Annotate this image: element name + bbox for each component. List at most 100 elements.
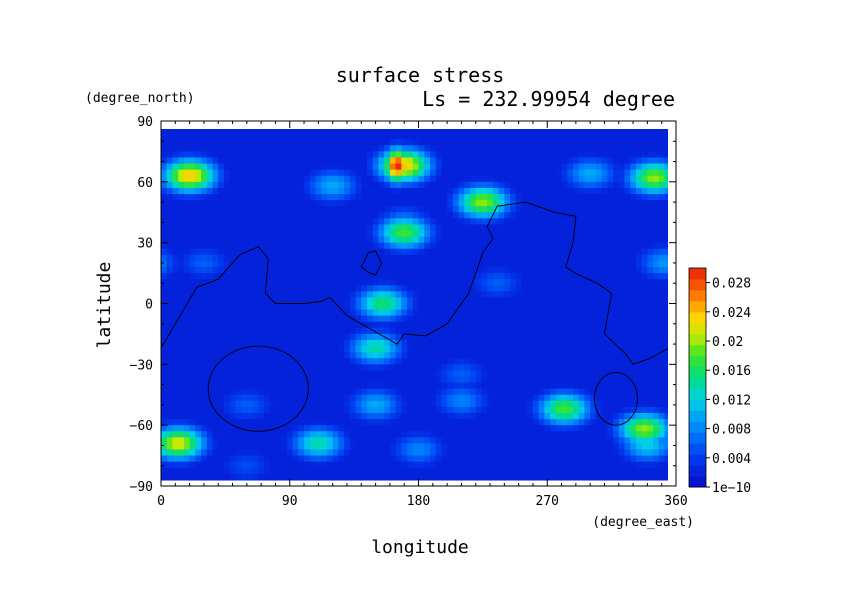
heatmap-cell (527, 212, 534, 219)
heatmap-cell (258, 394, 265, 402)
heatmap-cell (658, 254, 666, 262)
heatmap-cell (367, 425, 374, 432)
heatmap-cell (618, 187, 626, 195)
heatmap-cell (407, 129, 414, 134)
heatmap-cell (378, 194, 385, 201)
heatmap-cell (544, 364, 551, 372)
heatmap-cell (452, 206, 460, 213)
heatmap-cell (344, 133, 351, 140)
heatmap-cell (492, 151, 500, 159)
heatmap-cell (269, 163, 277, 171)
heatmap-cell (664, 260, 668, 268)
heatmap-cell (418, 129, 425, 134)
heatmap-cell (201, 333, 208, 341)
heatmap-cell (223, 370, 231, 378)
heatmap-cell (590, 352, 597, 359)
heatmap-cell (452, 145, 460, 153)
heatmap-cell (590, 200, 597, 207)
heatmap-cell (641, 133, 648, 140)
heatmap-cell (647, 133, 654, 140)
heatmap-cell (372, 273, 380, 280)
heatmap-cell (653, 181, 660, 189)
heatmap-cell (178, 443, 185, 451)
heatmap-cell (504, 224, 511, 232)
heatmap-cell (492, 346, 500, 353)
heatmap-cell (252, 437, 259, 445)
heatmap-cell (338, 151, 345, 159)
heatmap-cell (487, 455, 494, 463)
heatmap-cell (258, 382, 265, 390)
heatmap-cell (487, 370, 494, 378)
heatmap-cell (567, 437, 574, 445)
heatmap-cell (595, 437, 603, 445)
heatmap-cell (172, 333, 179, 341)
heatmap-cell (521, 236, 528, 244)
heatmap-cell (326, 376, 334, 384)
heatmap-cell (304, 321, 311, 329)
heatmap-cell (189, 145, 196, 153)
heatmap-cell (389, 206, 397, 213)
heatmap-cell (355, 267, 362, 274)
heatmap-cell (573, 358, 580, 365)
heatmap-cell (481, 169, 488, 177)
heatmap-cell (309, 376, 317, 384)
heatmap-cell (189, 327, 196, 335)
heatmap-cell (223, 224, 231, 232)
heatmap-cell (258, 327, 265, 335)
heatmap-cell (292, 388, 299, 396)
heatmap-cell (544, 431, 551, 438)
heatmap-cell (201, 364, 208, 372)
heatmap-cell (618, 212, 626, 219)
heatmap-cell (361, 267, 368, 274)
heatmap-cell (161, 129, 168, 134)
heatmap-cell (418, 175, 425, 183)
heatmap-cell (504, 394, 511, 402)
heatmap-cell (470, 163, 477, 171)
heatmap-cell (304, 303, 311, 311)
heatmap-cell (590, 443, 597, 451)
heatmap-cell (189, 297, 196, 305)
heatmap-cell (384, 291, 391, 299)
heatmap-cell (664, 400, 668, 408)
heatmap-cell (206, 321, 214, 329)
heatmap-cell (429, 315, 437, 323)
heatmap-cell (298, 321, 305, 329)
heatmap-cell (304, 431, 311, 438)
heatmap-cell (653, 175, 660, 183)
heatmap-cell (332, 419, 339, 426)
heatmap-cell (395, 129, 402, 134)
heatmap-cell (470, 370, 477, 378)
heatmap-cell (464, 388, 471, 396)
heatmap-cell (378, 181, 385, 189)
heatmap-cell (504, 200, 511, 207)
heatmap-cell (458, 260, 465, 268)
heatmap-cell (452, 200, 460, 207)
heatmap-cell (658, 248, 666, 256)
heatmap-cell (441, 230, 448, 238)
heatmap-cell (378, 254, 385, 262)
heatmap-cell (286, 449, 294, 457)
heatmap-cell (498, 163, 505, 171)
heatmap-cell (521, 175, 528, 183)
heatmap-cell (630, 230, 637, 238)
heatmap-cell (475, 376, 483, 384)
heatmap-cell (429, 321, 437, 329)
heatmap-cell (487, 242, 494, 250)
heatmap-cell (241, 273, 248, 280)
heatmap-cell (166, 279, 174, 286)
heatmap-cell (538, 254, 545, 262)
heatmap-cell (647, 406, 654, 414)
heatmap-cell (269, 394, 277, 402)
heatmap-cell (470, 382, 477, 390)
heatmap-cell (338, 248, 345, 256)
heatmap-cell (429, 364, 437, 372)
heatmap-cell (189, 309, 196, 317)
heatmap-cell (429, 175, 437, 183)
heatmap-cell (429, 163, 437, 171)
heatmap-cell (630, 248, 637, 256)
heatmap-cell (584, 129, 591, 134)
heatmap-cell (315, 400, 322, 408)
heatmap-cell (487, 352, 494, 359)
heatmap-cell (618, 388, 626, 396)
heatmap-cell (384, 218, 391, 226)
